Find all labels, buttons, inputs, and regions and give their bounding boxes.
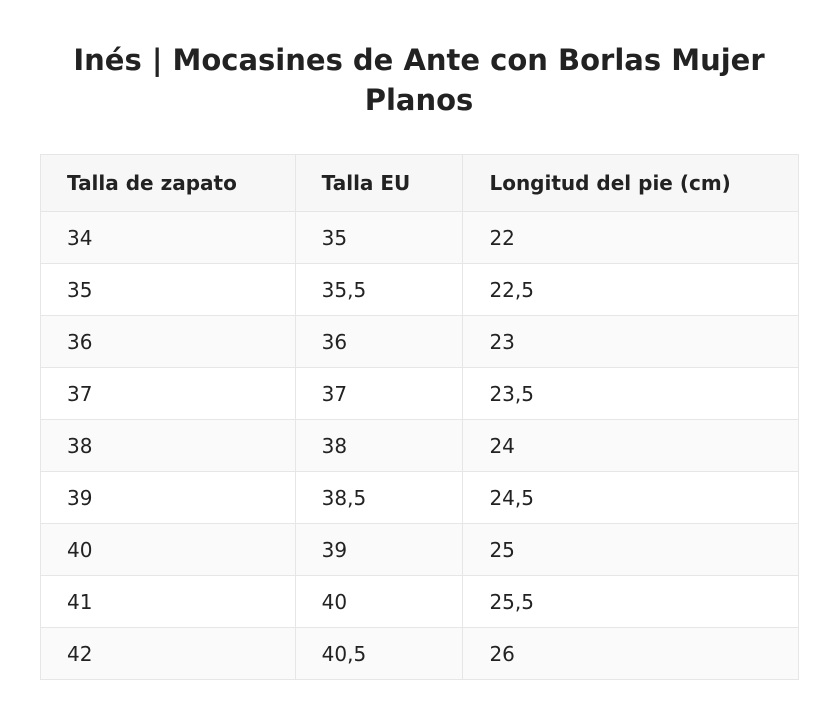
column-header-shoe-size: Talla de zapato [40,154,296,212]
table-row: 40 39 25 [40,523,799,576]
shoe-size-cell: 37 [40,367,296,420]
eu-size-cell: 37 [294,367,464,420]
column-header-eu-size: Talla EU [294,154,464,212]
shoe-size-cell: 39 [40,471,296,524]
foot-length-cell: 24,5 [462,471,799,524]
table-header-row: Talla de zapato Talla EU Longitud del pi… [40,154,799,212]
shoe-size-cell: 38 [40,419,296,472]
shoe-size-cell: 42 [40,627,296,680]
table-row: 39 38,5 24,5 [40,471,799,524]
page-title: Inés | Mocasines de Ante con Borlas Muje… [73,43,765,117]
shoe-size-cell: 34 [40,211,296,264]
size-chart-table: Talla de zapato Talla EU Longitud del pi… [40,154,799,680]
eu-size-cell: 40,5 [294,627,464,680]
table-row: 36 36 23 [40,315,799,368]
eu-size-cell: 39 [294,523,464,576]
foot-length-cell: 22 [462,211,799,264]
shoe-size-cell: 41 [40,575,296,628]
foot-length-cell: 26 [462,627,799,680]
eu-size-cell: 35 [294,211,464,264]
shoe-size-cell: 35 [40,263,296,316]
foot-length-cell: 22,5 [462,263,799,316]
foot-length-cell: 25,5 [462,575,799,628]
eu-size-cell: 36 [294,315,464,368]
foot-length-cell: 23 [462,315,799,368]
table-row: 34 35 22 [40,211,799,264]
eu-size-cell: 40 [294,575,464,628]
eu-size-cell: 38,5 [294,471,464,524]
table-row: 37 37 23,5 [40,367,799,420]
table-row: 41 40 25,5 [40,575,799,628]
shoe-size-cell: 36 [40,315,296,368]
column-header-foot-length: Longitud del pie (cm) [462,154,799,212]
foot-length-cell: 23,5 [462,367,799,420]
table-row: 42 40,5 26 [40,627,799,680]
foot-length-cell: 24 [462,419,799,472]
eu-size-cell: 35,5 [294,263,464,316]
table-row: 38 38 24 [40,419,799,472]
foot-length-cell: 25 [462,523,799,576]
eu-size-cell: 38 [294,419,464,472]
table-row: 35 35,5 22,5 [40,263,799,316]
shoe-size-cell: 40 [40,523,296,576]
